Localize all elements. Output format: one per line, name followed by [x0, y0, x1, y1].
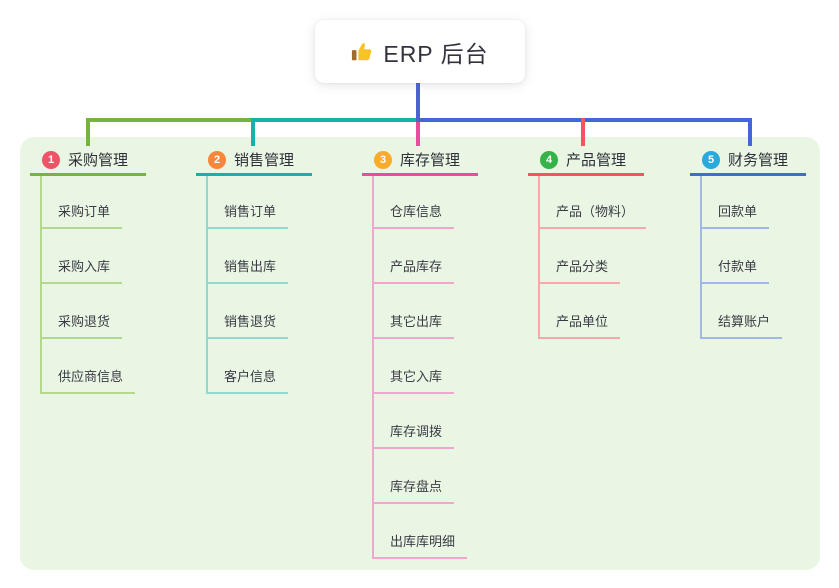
child-node[interactable]: 销售出库	[208, 229, 289, 284]
branch-purchase-children: 采购订单采购入库采购退货供应商信息	[40, 176, 136, 394]
child-node[interactable]: 其它出库	[374, 284, 455, 339]
branch-inventory-children: 仓库信息产品库存其它出库其它入库库存调拨库存盘点出库库明细	[372, 176, 468, 559]
drop-line-inventory	[416, 122, 420, 146]
child-node[interactable]: 销售退货	[208, 284, 289, 339]
child-node-label: 仓库信息	[390, 204, 443, 219]
rail-segment-purchase	[86, 118, 253, 122]
branch-title: 财务管理	[728, 152, 789, 169]
child-node[interactable]: 销售订单	[208, 176, 289, 229]
child-node-label: 供应商信息	[58, 369, 124, 384]
child-node[interactable]: 库存调拨	[374, 394, 455, 449]
branch-purchase: 1 采购管理 采购订单采购入库采购退货供应商信息	[30, 146, 146, 394]
child-node[interactable]: 库存盘点	[374, 449, 455, 504]
branch-number-badge: 4	[540, 150, 558, 169]
root-node-label: ERP 后台	[383, 40, 489, 67]
trunk-line	[416, 83, 420, 122]
branch-number-badge: 1	[42, 150, 60, 169]
rail-segment-finance	[420, 118, 752, 122]
drop-line-finance	[748, 118, 752, 146]
child-node[interactable]: 采购订单	[42, 176, 123, 229]
child-node-label: 其它入库	[390, 369, 443, 384]
child-node[interactable]: 产品分类	[540, 229, 621, 284]
branch-product-children: 产品（物料） 产品分类产品单位	[538, 176, 647, 339]
child-node-label: 付款单	[718, 259, 758, 274]
drop-line-purchase	[86, 118, 90, 146]
child-node-label: 产品分类	[556, 259, 609, 274]
child-node[interactable]: 客户信息	[208, 339, 289, 394]
child-node-label: 销售退货	[224, 314, 277, 329]
branch-sales-header[interactable]: 2 销售管理	[196, 146, 312, 176]
child-node-label: 其它出库	[390, 314, 443, 329]
child-node[interactable]: 产品单位	[540, 284, 621, 339]
branch-title: 采购管理	[68, 152, 129, 169]
child-node[interactable]: 出库库明细	[374, 504, 468, 559]
branch-number-badge: 3	[374, 150, 392, 169]
child-node[interactable]: 采购入库	[42, 229, 123, 284]
root-node-erp[interactable]: ERP 后台	[315, 20, 525, 83]
child-node-label: 回款单	[718, 204, 758, 219]
branch-sales-children: 销售订单销售出库销售退货客户信息	[206, 176, 289, 394]
branch-product-header[interactable]: 4 产品管理	[528, 146, 644, 176]
thumbs-up-icon	[351, 41, 373, 63]
child-node-label: 销售订单	[224, 204, 277, 219]
child-node[interactable]: 回款单	[702, 176, 770, 229]
child-node[interactable]: 结算账户	[702, 284, 783, 339]
branch-title: 库存管理	[400, 152, 461, 169]
branch-title: 销售管理	[234, 152, 295, 169]
branch-title: 产品管理	[566, 152, 627, 169]
child-node-label: 出库库明细	[390, 534, 456, 549]
branch-product: 4 产品管理 产品（物料） 产品分类产品单位	[528, 146, 647, 339]
branch-inventory: 3 库存管理 仓库信息产品库存其它出库其它入库库存调拨库存盘点出库库明细	[362, 146, 478, 559]
child-node-label: 采购入库	[58, 259, 111, 274]
child-node[interactable]: 仓库信息	[374, 176, 455, 229]
child-node-label: 产品库存	[390, 259, 443, 274]
child-node[interactable]: 产品（物料）	[540, 176, 647, 229]
drop-line-product	[581, 118, 585, 146]
branch-number-badge: 2	[208, 150, 226, 169]
child-node[interactable]: 供应商信息	[42, 339, 136, 394]
child-node-label: 采购订单	[58, 204, 111, 219]
child-node[interactable]: 其它入库	[374, 339, 455, 394]
branch-inventory-header[interactable]: 3 库存管理	[362, 146, 478, 176]
branch-sales: 2 销售管理 销售订单销售出库销售退货客户信息	[196, 146, 312, 394]
branch-finance-children: 回款单付款单结算账户	[700, 176, 783, 339]
child-node-label: 客户信息	[224, 369, 277, 384]
mindmap-canvas-panel	[20, 137, 820, 570]
child-node-label: 库存调拨	[390, 424, 443, 439]
child-node-label: 销售出库	[224, 259, 277, 274]
branch-purchase-header[interactable]: 1 采购管理	[30, 146, 146, 176]
branch-finance: 5 财务管理 回款单付款单结算账户	[690, 146, 806, 339]
child-node[interactable]: 产品库存	[374, 229, 455, 284]
branch-finance-header[interactable]: 5 财务管理	[690, 146, 806, 176]
child-node[interactable]: 采购退货	[42, 284, 123, 339]
child-node[interactable]: 付款单	[702, 229, 770, 284]
child-node-label: 采购退货	[58, 314, 111, 329]
branch-number-badge: 5	[702, 150, 720, 169]
child-node-label: 库存盘点	[390, 479, 443, 494]
drop-line-sales	[251, 118, 255, 146]
child-node-label: 产品单位	[556, 314, 609, 329]
child-node-label: 产品（物料）	[556, 204, 635, 219]
child-node-label: 结算账户	[718, 314, 771, 329]
rail-segment-sales	[251, 118, 416, 122]
